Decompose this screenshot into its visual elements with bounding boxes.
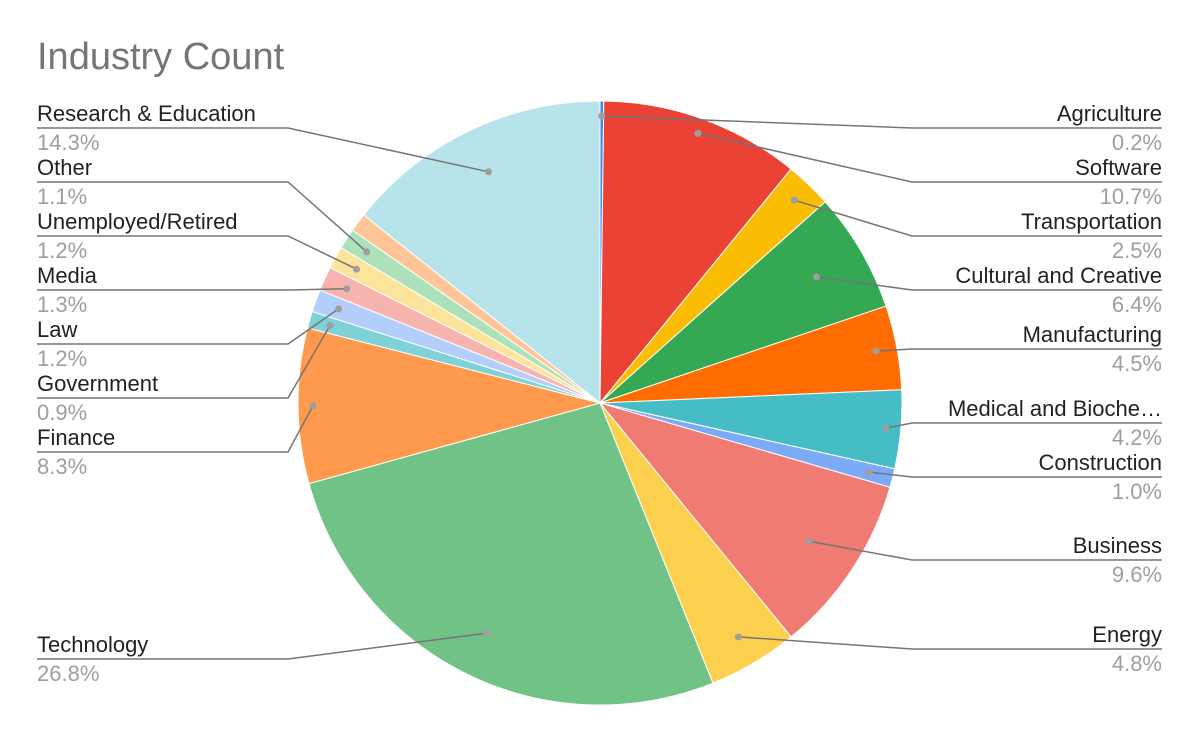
leader-line-media <box>37 287 347 291</box>
pie-slice-cultural-and-creative <box>599 201 887 404</box>
slice-label-construction: Construction <box>1038 450 1162 475</box>
pie-slice-business <box>598 402 891 638</box>
slice-percent-medical-and-bioche: 4.2% <box>1112 425 1162 450</box>
leader-dot-government <box>326 322 334 329</box>
leader-line-government <box>37 325 331 399</box>
pie-slice-finance <box>297 327 602 485</box>
slice-percent-software: 10.7% <box>1100 184 1162 209</box>
leader-line-business <box>808 540 1162 561</box>
leader-dot-transportation <box>790 196 798 204</box>
leader-dot-software <box>694 129 702 137</box>
leader-line-transportation <box>793 199 1162 237</box>
slice-percent-media: 1.3% <box>37 292 87 317</box>
leader-dot-technology <box>482 629 490 637</box>
slice-percent-government: 0.9% <box>37 400 87 425</box>
slice-label-manufacturing: Manufacturing <box>1023 322 1162 347</box>
slice-label-transportation: Transportation <box>1021 209 1162 234</box>
pie-labels: Agriculture 0.2%Software 10.7%Transportati… <box>37 101 1162 686</box>
leader-line-research-education <box>37 127 489 173</box>
slice-percent-energy: 4.8% <box>1112 651 1162 676</box>
slice-percent-law: 1.2% <box>37 346 87 371</box>
pie-slices <box>297 100 903 706</box>
leader-dot-business <box>805 537 813 545</box>
leader-line-software <box>697 132 1162 183</box>
slice-percent-cultural-and-creative: 6.4% <box>1112 292 1162 317</box>
leader-dot-finance <box>309 402 317 410</box>
slice-label-agriculture: Agriculture <box>1057 101 1162 126</box>
leader-dot-manufacturing <box>872 347 880 355</box>
leader-line-technology <box>37 632 487 660</box>
slice-label-energy: Energy <box>1092 622 1162 647</box>
slice-percent-transportation: 2.5% <box>1112 238 1162 263</box>
slice-label-other: Other <box>37 155 92 180</box>
leader-line-energy <box>738 636 1162 650</box>
slice-label-finance: Finance <box>37 425 115 450</box>
leader-line-law <box>37 308 340 345</box>
leader-line-other <box>37 181 368 253</box>
leader-dot-other <box>363 248 371 256</box>
leader-dot-research-education <box>485 168 492 176</box>
leader-line-construction <box>869 471 1162 478</box>
leader-line-finance <box>37 405 314 453</box>
leader-dot-law <box>335 305 343 313</box>
slice-percent-business: 9.6% <box>1112 562 1162 587</box>
slice-label-law: Law <box>37 317 77 342</box>
leader-line-agriculture <box>601 115 1162 129</box>
leader-dot-unemployed-retired <box>353 265 360 273</box>
slice-label-business: Business <box>1073 533 1162 558</box>
leader-dot-energy <box>734 633 742 641</box>
slice-percent-other: 1.1% <box>37 184 87 209</box>
slice-label-unemployed-retired: Unemployed/Retired <box>37 209 238 234</box>
leader-dot-construction <box>865 468 873 476</box>
leader-dot-media <box>343 285 351 293</box>
leader-line-unemployed-retired <box>37 235 357 270</box>
pie-slice-technology <box>308 402 714 706</box>
slice-percent-finance: 8.3% <box>37 454 87 479</box>
chart-title: Industry Count <box>37 36 285 78</box>
slice-label-software: Software <box>1075 155 1162 180</box>
slice-percent-agriculture: 0.2% <box>1112 130 1162 155</box>
pie-slice-research-education <box>363 100 601 405</box>
leader-dot-agriculture <box>598 112 606 120</box>
slice-label-technology: Technology <box>37 632 148 657</box>
leader-dot-cultural-and-creative <box>813 273 821 281</box>
slice-label-government: Government <box>37 371 158 396</box>
slice-label-research-education: Research & Education <box>37 101 256 126</box>
slice-percent-unemployed-retired: 1.2% <box>37 238 87 263</box>
slice-percent-manufacturing: 4.5% <box>1112 351 1162 376</box>
leader-line-manufacturing <box>875 348 1162 352</box>
slice-label-media: Media <box>37 263 98 288</box>
leader-dot-medical-and-bioche <box>882 424 890 432</box>
slice-percent-technology: 26.8% <box>37 661 99 686</box>
slice-percent-research-education: 14.3% <box>37 130 99 155</box>
slice-label-cultural-and-creative: Cultural and Creative <box>955 263 1162 288</box>
slice-label-medical-and-bioche: Medical and Bioche… <box>948 396 1162 421</box>
leader-line-medical-and-bioche <box>885 422 1162 429</box>
leader-line-cultural-and-creative <box>816 276 1162 291</box>
slice-percent-construction: 1.0% <box>1112 479 1162 504</box>
